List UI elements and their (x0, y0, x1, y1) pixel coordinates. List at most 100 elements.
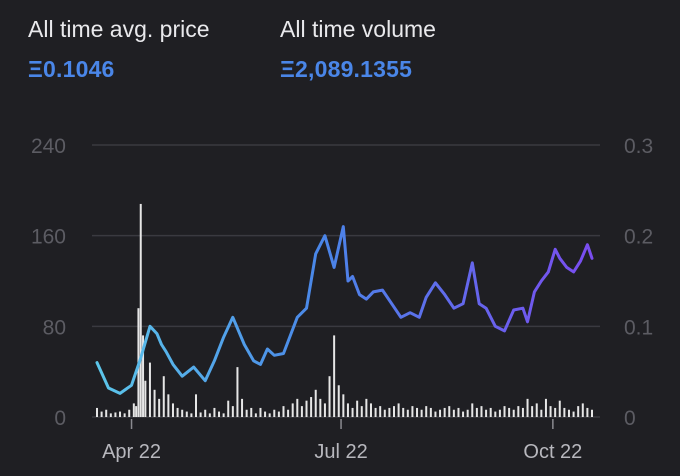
right-axis-tick: 0.2 (624, 226, 653, 249)
volume-bar (531, 406, 534, 417)
volume-bar (245, 409, 248, 417)
volume-bar (346, 403, 349, 417)
volume-bar (471, 403, 474, 417)
volume-bar (139, 203, 142, 417)
volume-bar (204, 409, 207, 417)
volume-bar (142, 335, 145, 417)
volume-bar (185, 411, 188, 417)
volume-bar (365, 398, 368, 417)
axis-labels: 240 160 80 0 0.3 0.2 0.1 0 Apr 22 Jul 22 Oct 22 (31, 135, 653, 463)
x-axis-tick: Apr 22 (102, 441, 161, 463)
volume-bar (526, 398, 529, 417)
price-line (95, 225, 594, 395)
volume-bar (323, 403, 326, 417)
volume-bar (351, 407, 354, 417)
volume-bar (434, 411, 437, 417)
volume-bar (333, 335, 336, 417)
left-axis-tick: 160 (31, 226, 66, 249)
x-axis-tick: Jul 22 (314, 441, 367, 463)
volume-bar (402, 407, 405, 417)
volume-bar (314, 389, 317, 417)
volume-bar (128, 409, 131, 417)
volume-bar (558, 400, 561, 417)
volume-bar (554, 407, 557, 417)
grid-lines (92, 144, 600, 418)
left-axis-tick: 80 (43, 316, 66, 339)
volume-bar (96, 407, 98, 417)
volume-bar (549, 406, 552, 417)
volume-bar (429, 407, 432, 417)
volume-bar (268, 413, 271, 417)
volume-bar (328, 376, 331, 417)
volume-bar (153, 389, 156, 417)
volume-bar (416, 407, 419, 417)
volume-bar (176, 407, 179, 417)
right-axis-tick: 0.1 (624, 316, 653, 339)
volume-bar (167, 394, 170, 417)
volume-bar (158, 398, 161, 417)
volume-bar (535, 403, 538, 417)
volume-bar (195, 394, 197, 417)
volume-bar (123, 413, 126, 417)
volume-bar (231, 406, 234, 417)
volume-bar (503, 406, 506, 417)
volume-bar (420, 409, 423, 417)
volume-bars (96, 203, 593, 417)
volume-bar (577, 406, 580, 417)
volume-bar (236, 367, 239, 417)
volume-bar (466, 409, 469, 417)
volume-bar (132, 403, 135, 417)
volume-bar (310, 397, 313, 417)
volume-bar (563, 407, 566, 417)
volume-bar (356, 400, 359, 417)
volume-bar (581, 403, 584, 417)
volume-bar (383, 409, 386, 417)
volume-bar (374, 407, 377, 417)
volume-bar (411, 406, 414, 417)
volume-bar (475, 407, 478, 417)
volume-bar (480, 406, 483, 417)
volume-bar (119, 411, 122, 417)
volume-bar (227, 400, 230, 417)
volume-bar (457, 407, 460, 417)
volume-bar (213, 407, 216, 417)
volume-bar (287, 409, 290, 417)
volume-bar (586, 407, 589, 417)
volume-bar (296, 398, 299, 417)
x-axis-tick: Oct 22 (523, 441, 582, 463)
volume-bar (181, 409, 184, 417)
volume-bar (388, 407, 391, 417)
avg-price-stat: All time avg. price Ξ0.1046 (28, 14, 210, 84)
volume-bar (448, 406, 451, 417)
volume-bar (273, 409, 276, 417)
right-axis-tick: 0 (624, 407, 636, 430)
volume-bar (572, 411, 575, 417)
volume-bar (489, 407, 492, 417)
volume-bar (264, 411, 267, 417)
volume-bar (406, 409, 409, 417)
volume-bar (109, 413, 112, 417)
volume-bar (114, 412, 117, 417)
volume-bar (397, 403, 400, 417)
volume-bar (369, 403, 372, 417)
volume-bar (393, 406, 395, 417)
left-axis-tick: 0 (54, 407, 66, 430)
volume-bar (190, 413, 193, 417)
volume-bar (452, 409, 455, 417)
volume-stat: All time volume Ξ2,089.1355 (280, 14, 436, 84)
volume-bar (379, 406, 382, 417)
volume-bar (591, 409, 593, 417)
volume-bar (462, 411, 465, 417)
volume-bar (425, 406, 428, 417)
volume-bar (222, 413, 225, 417)
volume-bar (277, 411, 280, 417)
volume-bar (254, 413, 257, 417)
volume-bar (508, 407, 511, 417)
volume-bar (494, 411, 497, 417)
volume-bar (540, 409, 543, 417)
volume-bar (360, 406, 363, 417)
volume-bar (517, 406, 520, 417)
left-axis-tick: 240 (31, 135, 66, 158)
volume-bar (218, 411, 221, 417)
volume-bar (521, 407, 524, 417)
